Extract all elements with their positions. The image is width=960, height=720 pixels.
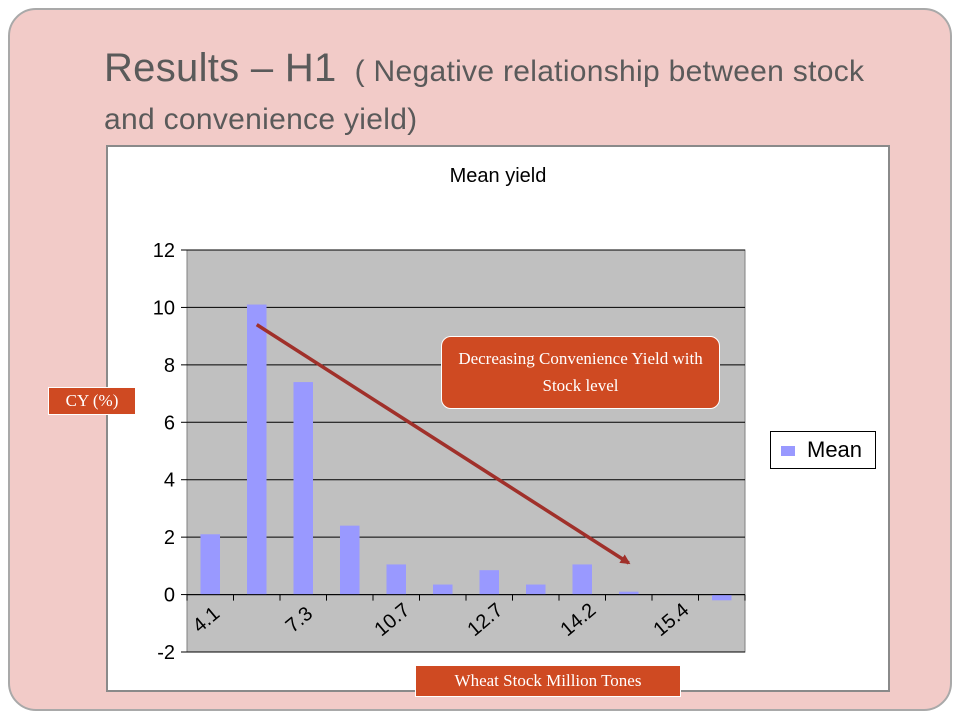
y-tick-label: 0 <box>164 585 175 607</box>
bar <box>572 564 593 595</box>
y-tick-label: 6 <box>164 412 175 434</box>
trend-arrow <box>255 323 631 565</box>
y-tick-label: 12 <box>153 240 175 262</box>
x-axis-tag: Wheat Stock Million Tones <box>415 665 681 697</box>
bar <box>339 525 360 595</box>
trend-callout: Decreasing Convenience Yield with Stock … <box>441 336 720 409</box>
legend-swatch <box>781 446 795 456</box>
bar <box>479 570 500 595</box>
bar <box>246 304 267 595</box>
slide-title-sub: ( Negative relationship between stock an… <box>104 55 865 136</box>
slide-title-main: Results – H1 <box>104 46 337 90</box>
bar <box>293 382 314 595</box>
bar <box>711 594 732 601</box>
slide-title: Results – H1( Negative relationship betw… <box>104 44 894 144</box>
y-tick-label: 2 <box>164 527 175 549</box>
y-tick-label: 10 <box>153 297 175 319</box>
y-tick-label: 4 <box>164 470 175 492</box>
bar <box>618 591 639 595</box>
chart-title: Mean yield <box>449 165 547 187</box>
bar <box>432 584 453 595</box>
chart-panel: Mean yield -2 0 2 4 6 8 10 12 4.1 7.3 10.7 12.7 14.2… <box>106 145 890 692</box>
y-axis-tag: CY (%) <box>48 387 136 415</box>
y-tick-label: -2 <box>157 642 175 664</box>
chart-legend: Mean <box>770 431 876 469</box>
y-tick-label: 8 <box>164 355 175 377</box>
legend-label: Mean <box>807 437 863 462</box>
bar <box>386 564 407 595</box>
bar <box>525 584 546 595</box>
plot-area <box>186 249 746 653</box>
bar <box>200 534 221 595</box>
